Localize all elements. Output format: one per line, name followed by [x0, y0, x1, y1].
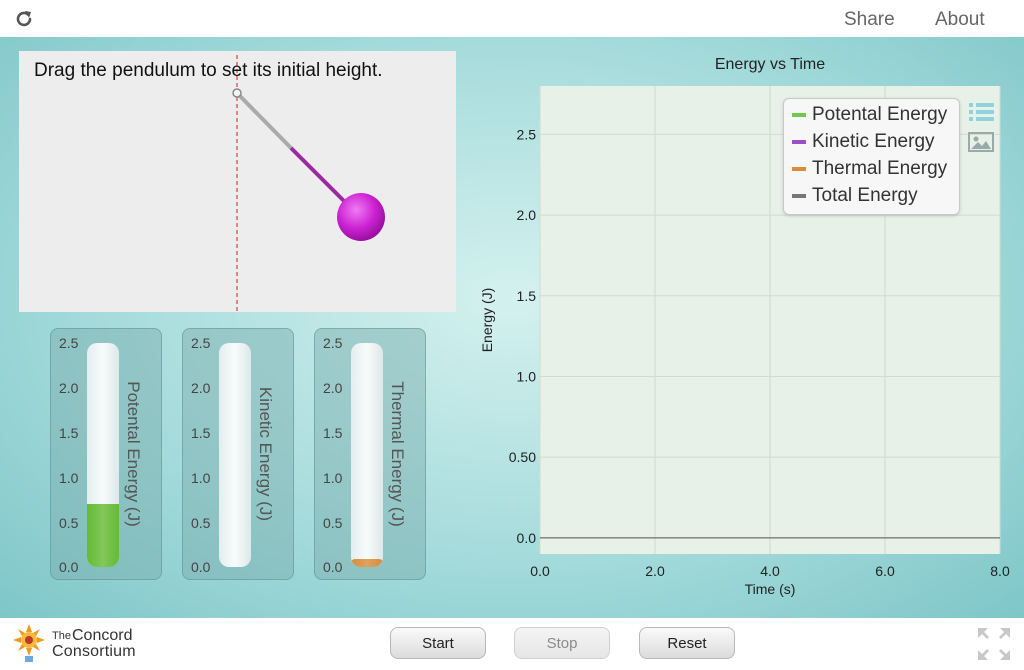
bar-tick-label: 1.0: [323, 470, 343, 486]
pendulum-bob[interactable]: [337, 193, 385, 241]
bar-tick-label: 2.0: [191, 380, 211, 396]
bar-tick-label: 2.5: [59, 335, 79, 351]
legend-item-thermal: Thermal Energy: [792, 158, 947, 184]
kinetic-energy-bar-panel: 2.5 2.0 1.5 1.0 0.5 0.0 Kinetic Energy (…: [182, 328, 294, 580]
bar-tick-label: 1.5: [191, 425, 211, 441]
potential-energy-label: Potental Energy (J): [124, 381, 143, 527]
x-axis-label: Time (s): [745, 581, 796, 597]
pivot-point: [232, 88, 242, 98]
bar-tick-label: 2.0: [323, 380, 343, 396]
legend-item-total: Total Energy: [792, 185, 918, 211]
y-tick-label: 0.0: [517, 530, 537, 546]
y-tick-label: 2.5: [517, 126, 537, 142]
x-tick-label: 6.0: [875, 563, 895, 579]
fullscreen-icon[interactable]: [976, 626, 1012, 662]
legend-item-potential: Potental Energy: [792, 104, 947, 130]
start-button[interactable]: Start: [390, 627, 486, 659]
y-tick-label: 1.0: [517, 368, 537, 384]
thermal-energy-bar-panel: 2.5 2.0 1.5 1.0 0.5 0.0 Thermal Energy (…: [314, 328, 426, 580]
x-tick-label: 4.0: [760, 563, 780, 579]
pendulum-drawing: [232, 55, 385, 312]
legend-label: Thermal Energy: [812, 158, 948, 179]
concord-sun-logo-icon: [13, 624, 45, 662]
reload-icon[interactable]: [14, 9, 34, 29]
bottom-bar: The Concord Consortium Start Stop Reset: [0, 618, 1024, 670]
bar-tick-label: 1.5: [59, 425, 79, 441]
potential-energy-tube: [87, 343, 119, 567]
x-tick-label: 8.0: [990, 563, 1010, 579]
chart-tick-labels: 0.0 2.0 4.0 6.0 8.0 0.0 0.50 1.0 1.5 2.0 2.5: [509, 126, 1010, 579]
legend-swatch: [792, 112, 806, 117]
legend-swatch: [792, 166, 806, 171]
bar-tick-label: 1.0: [59, 470, 79, 486]
bar-tick-label: 1.0: [191, 470, 211, 486]
legend-swatch: [792, 193, 806, 198]
legend-label: Total Energy: [812, 185, 918, 206]
y-tick-label: 0.50: [509, 449, 536, 465]
image-snapshot-icon[interactable]: [968, 131, 994, 153]
thermal-energy-label: Thermal Energy (J): [388, 381, 407, 527]
bar-tick-label: 0.5: [323, 515, 343, 531]
y-axis-label: Energy (J): [479, 288, 495, 353]
concord-consortium-logo[interactable]: The Concord Consortium: [12, 622, 162, 666]
logo-text-the: The: [52, 630, 71, 642]
bar-tick-label: 2.5: [323, 335, 343, 351]
pendulum-string-lower: [289, 146, 351, 208]
x-tick-label: 2.0: [645, 563, 665, 579]
bar-tick-label: 0.5: [59, 515, 79, 531]
thermal-energy-tube: [351, 343, 383, 567]
legend-item-kinetic: Kinetic Energy: [792, 131, 935, 157]
kinetic-energy-tube: [219, 343, 251, 567]
logo-text-consortium: Consortium: [52, 643, 136, 660]
legend-swatch: [792, 139, 806, 144]
legend-list-icon[interactable]: [969, 101, 995, 123]
reset-button[interactable]: Reset: [639, 627, 735, 659]
x-tick-label: 0.0: [530, 563, 550, 579]
y-tick-label: 2.0: [517, 207, 537, 223]
bar-tick-label: 0.0: [59, 559, 79, 575]
top-bar: Share About: [0, 0, 1024, 38]
legend-label: Kinetic Energy: [812, 131, 935, 152]
potential-energy-fill: [87, 504, 119, 567]
legend-label: Potental Energy: [812, 104, 948, 125]
bar-tick-label: 1.5: [323, 425, 343, 441]
pendulum-rod: [235, 91, 293, 150]
about-link[interactable]: About: [935, 9, 985, 30]
kinetic-energy-label: Kinetic Energy (J): [256, 386, 275, 522]
bar-tick-label: 0.5: [191, 515, 211, 531]
pendulum-instruction: Drag the pendulum to set its initial hei…: [34, 60, 383, 81]
chart-legend: Potental Energy Kinetic Energy Thermal E…: [783, 98, 960, 215]
chart-title: Energy vs Time: [714, 56, 826, 73]
bar-tick-label: 2.5: [191, 335, 211, 351]
share-link[interactable]: Share: [844, 9, 895, 30]
thermal-energy-fill: [351, 559, 383, 567]
logo-text-concord: Concord: [72, 627, 133, 644]
bar-tick-label: 0.0: [323, 559, 343, 575]
stop-button[interactable]: Stop: [514, 627, 610, 659]
pendulum-area[interactable]: Drag the pendulum to set its initial hei…: [19, 51, 456, 312]
potential-energy-bar-panel: 2.5 2.0 1.5 1.0 0.5 0.0 Potental Energy …: [50, 328, 162, 580]
y-tick-label: 1.5: [517, 288, 537, 304]
bar-tick-label: 2.0: [59, 380, 79, 396]
bar-tick-label: 0.0: [191, 559, 211, 575]
